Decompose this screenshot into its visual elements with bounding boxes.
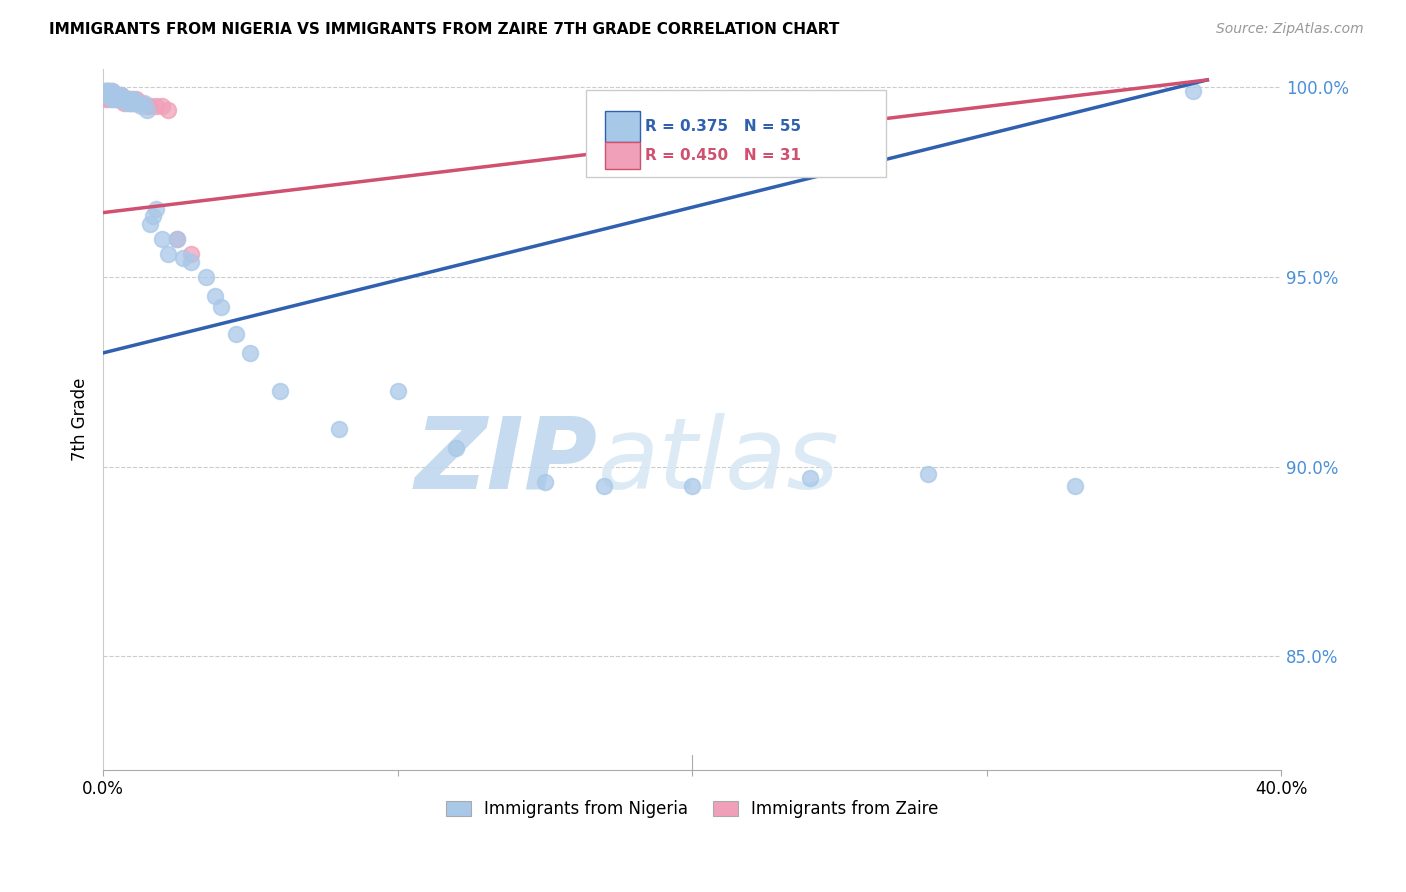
Point	[127, 95, 149, 110]
Point	[180, 247, 202, 261]
Point	[107, 88, 129, 103]
Point	[139, 217, 162, 231]
Point	[98, 84, 121, 98]
FancyBboxPatch shape	[605, 112, 640, 142]
Point	[118, 95, 141, 110]
Point	[94, 84, 117, 98]
Text: Source: ZipAtlas.com: Source: ZipAtlas.com	[1216, 22, 1364, 37]
Point	[118, 92, 141, 106]
Point	[112, 92, 135, 106]
Point	[131, 99, 153, 113]
Point	[94, 84, 117, 98]
Point	[136, 99, 159, 113]
Point	[98, 84, 121, 98]
Point	[799, 471, 821, 485]
Point	[134, 95, 156, 110]
Point	[269, 384, 291, 398]
Point	[112, 92, 135, 106]
Point	[98, 88, 121, 103]
Point	[1063, 478, 1085, 492]
Point	[101, 88, 124, 103]
Point	[592, 478, 614, 492]
Point	[533, 475, 555, 489]
Point	[127, 95, 149, 110]
Point	[107, 92, 129, 106]
Point	[107, 92, 129, 106]
FancyBboxPatch shape	[605, 142, 640, 169]
Point	[121, 92, 143, 106]
Point	[110, 88, 132, 103]
Text: R = 0.375   N = 55: R = 0.375 N = 55	[645, 120, 801, 134]
Point	[131, 95, 153, 110]
Point	[104, 88, 127, 103]
Point	[124, 92, 146, 106]
Point	[112, 92, 135, 106]
Point	[98, 88, 121, 103]
Point	[446, 441, 468, 455]
Point	[166, 232, 188, 246]
Point	[142, 210, 165, 224]
Text: atlas: atlas	[598, 413, 839, 510]
Point	[94, 84, 117, 98]
Point	[150, 232, 173, 246]
Point	[150, 99, 173, 113]
FancyBboxPatch shape	[586, 89, 886, 178]
Point	[112, 95, 135, 110]
Text: R = 0.450   N = 31: R = 0.450 N = 31	[645, 148, 801, 163]
Point	[101, 88, 124, 103]
Point	[110, 88, 132, 103]
Point	[94, 88, 117, 103]
Point	[115, 92, 138, 106]
Point	[180, 255, 202, 269]
Point	[121, 95, 143, 110]
Point	[136, 103, 159, 118]
Point	[145, 99, 167, 113]
Point	[94, 92, 117, 106]
Point	[104, 92, 127, 106]
Point	[94, 88, 117, 103]
Point	[101, 84, 124, 98]
Y-axis label: 7th Grade: 7th Grade	[72, 377, 89, 461]
Point	[166, 232, 188, 246]
Point	[94, 84, 117, 98]
Text: ZIP: ZIP	[415, 413, 598, 510]
Point	[124, 95, 146, 110]
Point	[98, 84, 121, 98]
Point	[101, 84, 124, 98]
Point	[681, 478, 703, 492]
Point	[204, 289, 226, 303]
Point	[328, 422, 350, 436]
Point	[172, 251, 194, 265]
Point	[104, 92, 127, 106]
Point	[110, 92, 132, 106]
Point	[115, 92, 138, 106]
Point	[110, 92, 132, 106]
Point	[121, 95, 143, 110]
Point	[917, 467, 939, 482]
Point	[195, 270, 218, 285]
Point	[156, 247, 179, 261]
Point	[107, 92, 129, 106]
Point	[387, 384, 409, 398]
Point	[124, 95, 146, 110]
Point	[145, 202, 167, 216]
Point	[118, 95, 141, 110]
Point	[115, 95, 138, 110]
Text: IMMIGRANTS FROM NIGERIA VS IMMIGRANTS FROM ZAIRE 7TH GRADE CORRELATION CHART: IMMIGRANTS FROM NIGERIA VS IMMIGRANTS FR…	[49, 22, 839, 37]
Point	[110, 92, 132, 106]
Legend: Immigrants from Nigeria, Immigrants from Zaire: Immigrants from Nigeria, Immigrants from…	[439, 794, 945, 825]
Point	[98, 92, 121, 106]
Point	[225, 326, 247, 341]
Point	[107, 88, 129, 103]
Point	[118, 92, 141, 106]
Point	[1181, 84, 1204, 98]
Point	[156, 103, 179, 118]
Point	[139, 99, 162, 113]
Point	[239, 346, 262, 360]
Point	[101, 92, 124, 106]
Point	[209, 301, 232, 315]
Point	[104, 88, 127, 103]
